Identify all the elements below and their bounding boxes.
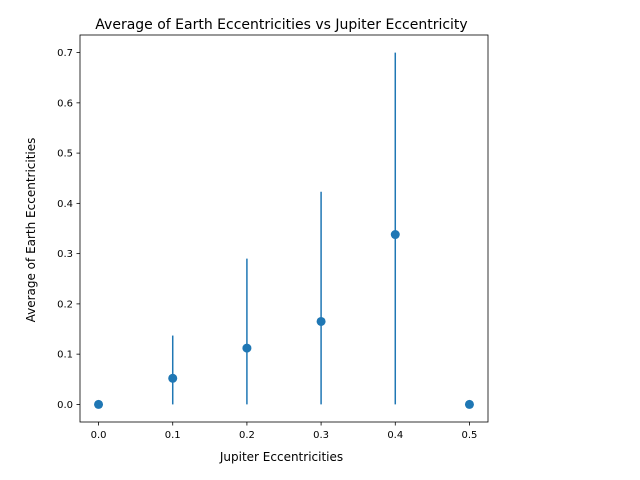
x-tick-label: 0.4 xyxy=(387,430,403,441)
y-tick-label: 0.5 xyxy=(57,149,73,160)
y-tick-label: 0.3 xyxy=(57,249,73,260)
axes-frame xyxy=(79,34,489,423)
y-tick-label: 0.6 xyxy=(57,98,73,109)
y-axis-ticks: 0.0 0.1 0.2 0.3 0.4 0.5 0.6 0.7 xyxy=(57,48,80,411)
y-tick-label: 0.1 xyxy=(57,350,73,361)
x-tick-label: 0.0 xyxy=(91,430,107,441)
data-point xyxy=(464,399,474,409)
x-tick-label: 0.3 xyxy=(313,430,329,441)
x-tick-label: 0.1 xyxy=(165,430,181,441)
plot-area xyxy=(79,34,489,423)
data-point xyxy=(94,399,104,409)
data-point xyxy=(316,316,326,326)
y-tick-label: 0.2 xyxy=(57,299,73,310)
x-axis-ticks: 0.0 0.1 0.2 0.3 0.4 0.5 xyxy=(91,422,478,441)
chart-title: Average of Earth Eccentricities vs Jupit… xyxy=(95,17,467,33)
x-tick-label: 0.2 xyxy=(239,430,255,441)
data-point xyxy=(242,343,252,353)
x-axis-label: Jupiter Eccentricities xyxy=(219,450,343,464)
data-point xyxy=(168,373,178,383)
data-point xyxy=(390,230,400,240)
y-axis-label: Average of Earth Eccentricities xyxy=(24,138,38,323)
x-tick-label: 0.5 xyxy=(462,430,478,441)
y-tick-label: 0.0 xyxy=(57,400,73,411)
y-tick-label: 0.7 xyxy=(57,48,73,59)
data-series xyxy=(94,52,474,409)
y-tick-label: 0.4 xyxy=(57,199,73,210)
